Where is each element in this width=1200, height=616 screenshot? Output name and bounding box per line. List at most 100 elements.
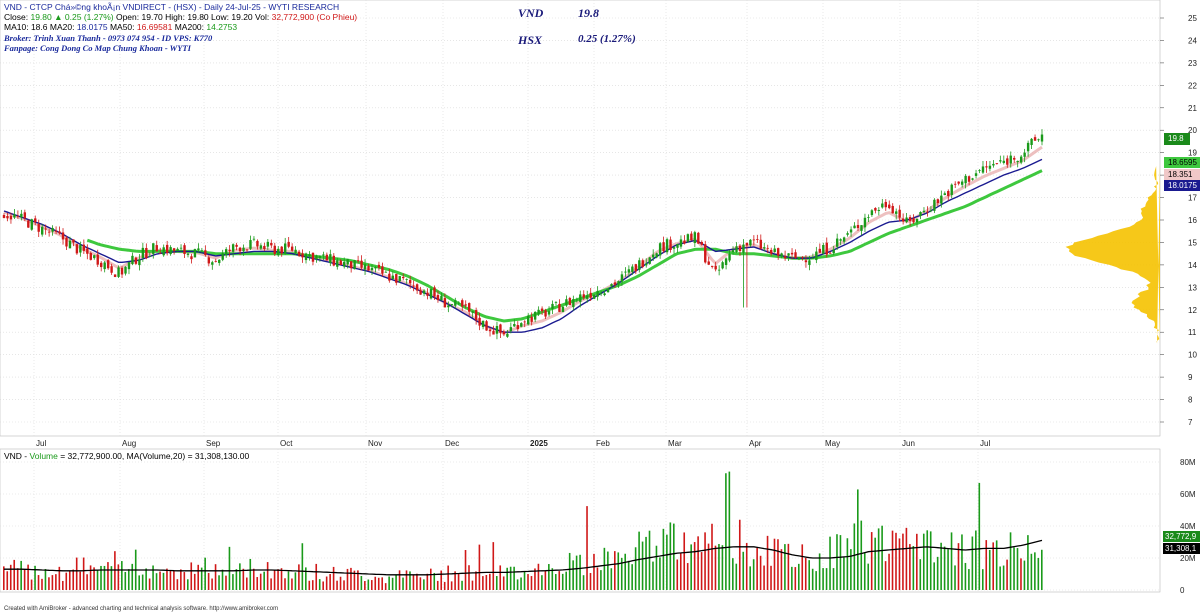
candle-body [759, 239, 763, 249]
volume-bar [103, 565, 106, 590]
volume-bar [829, 536, 831, 590]
volume-bar [836, 534, 838, 590]
candle-body [224, 249, 228, 256]
volume-bar [211, 578, 213, 590]
close-label: Close: [4, 12, 29, 22]
volume-bar [148, 578, 151, 590]
candle-body [336, 260, 339, 267]
candle-body [110, 266, 113, 273]
volume-bar [343, 580, 345, 590]
volume-bar [909, 544, 911, 590]
volume-bar [707, 543, 710, 590]
price-tick-label: 8 [1188, 396, 1193, 405]
volume-bar [65, 572, 68, 590]
candle-body [197, 248, 200, 251]
volume-bar [110, 566, 113, 590]
volume-bar [759, 555, 762, 590]
price-tick-label: 13 [1188, 283, 1197, 292]
candle-body [613, 282, 617, 285]
candle-body [513, 324, 516, 327]
candle-body [322, 254, 325, 256]
candle-body [120, 267, 124, 275]
volume-bar [815, 571, 817, 590]
volume-bar [627, 560, 630, 590]
candle-body [665, 239, 669, 253]
volume-bar [193, 573, 196, 590]
volume-bar [808, 560, 811, 590]
candle-body [325, 254, 329, 261]
price-tick-label: 25 [1188, 14, 1197, 23]
volume-bar [489, 573, 491, 590]
candle-body [527, 315, 530, 325]
candle-body [346, 259, 349, 265]
volume-bar [145, 568, 147, 590]
volume-bar [575, 555, 578, 590]
candle-body [915, 218, 919, 223]
volume-bar [624, 553, 627, 590]
candle-body [509, 327, 513, 332]
volume-bar [478, 544, 481, 590]
candle-body [589, 292, 592, 298]
volume-bar [75, 557, 78, 590]
candle-body [481, 320, 485, 327]
candle-body [356, 260, 360, 262]
candle-body [735, 246, 738, 253]
candle-body [6, 215, 9, 219]
candle-body [301, 253, 304, 258]
candle-body [343, 261, 346, 267]
volume-bar [981, 569, 984, 590]
candle-body [926, 211, 929, 213]
volume-bar [888, 553, 890, 590]
volume-bar [940, 542, 942, 590]
volume-bar [551, 568, 554, 590]
candle-body [329, 254, 332, 264]
candle-body [808, 260, 811, 265]
open-value: 19.70 [141, 12, 163, 22]
volume-bar [943, 546, 946, 590]
candle-body [478, 317, 481, 326]
candle-body [447, 305, 450, 308]
volume-bar [336, 580, 338, 590]
volume-bar [384, 583, 387, 590]
candle-body [912, 218, 915, 223]
volume-bar [513, 566, 515, 590]
candle-body [436, 295, 440, 301]
candle-body [860, 225, 863, 231]
volume-bar [1016, 548, 1019, 590]
candle-body [988, 165, 992, 169]
ma10-tag: 18.6595 [1164, 157, 1200, 168]
candle-body [13, 214, 16, 218]
volume-bar [322, 581, 324, 590]
volume-bar [461, 580, 463, 590]
volume-bar [704, 532, 706, 590]
volume-bar [641, 541, 644, 590]
volume-bar [159, 571, 161, 590]
candle-body [218, 259, 221, 263]
candle-body [960, 181, 964, 185]
candle-body [603, 293, 606, 296]
volume-bar [239, 563, 241, 590]
candle-body [176, 248, 179, 252]
candle-body [721, 262, 724, 269]
candle-body [405, 279, 408, 280]
candle-body [679, 239, 683, 247]
candle-body [551, 303, 554, 309]
volume-bar [669, 522, 672, 590]
candle-body [252, 238, 256, 240]
volume-bar [1013, 547, 1015, 590]
candle-body [839, 239, 842, 241]
candle-body [763, 247, 766, 249]
volume-bar [277, 569, 279, 590]
price-tick-label: 9 [1188, 373, 1193, 382]
candle-body [596, 290, 599, 297]
volume-bar [450, 581, 453, 590]
volume-bar [877, 528, 880, 590]
volume-bar [482, 576, 484, 590]
volume-bar [770, 565, 772, 590]
candle-body [40, 226, 44, 235]
candle-body [933, 199, 936, 211]
candle-body [242, 247, 245, 252]
volume-bar [395, 575, 397, 590]
volume-bar [850, 549, 852, 590]
volume-bar [72, 569, 75, 590]
